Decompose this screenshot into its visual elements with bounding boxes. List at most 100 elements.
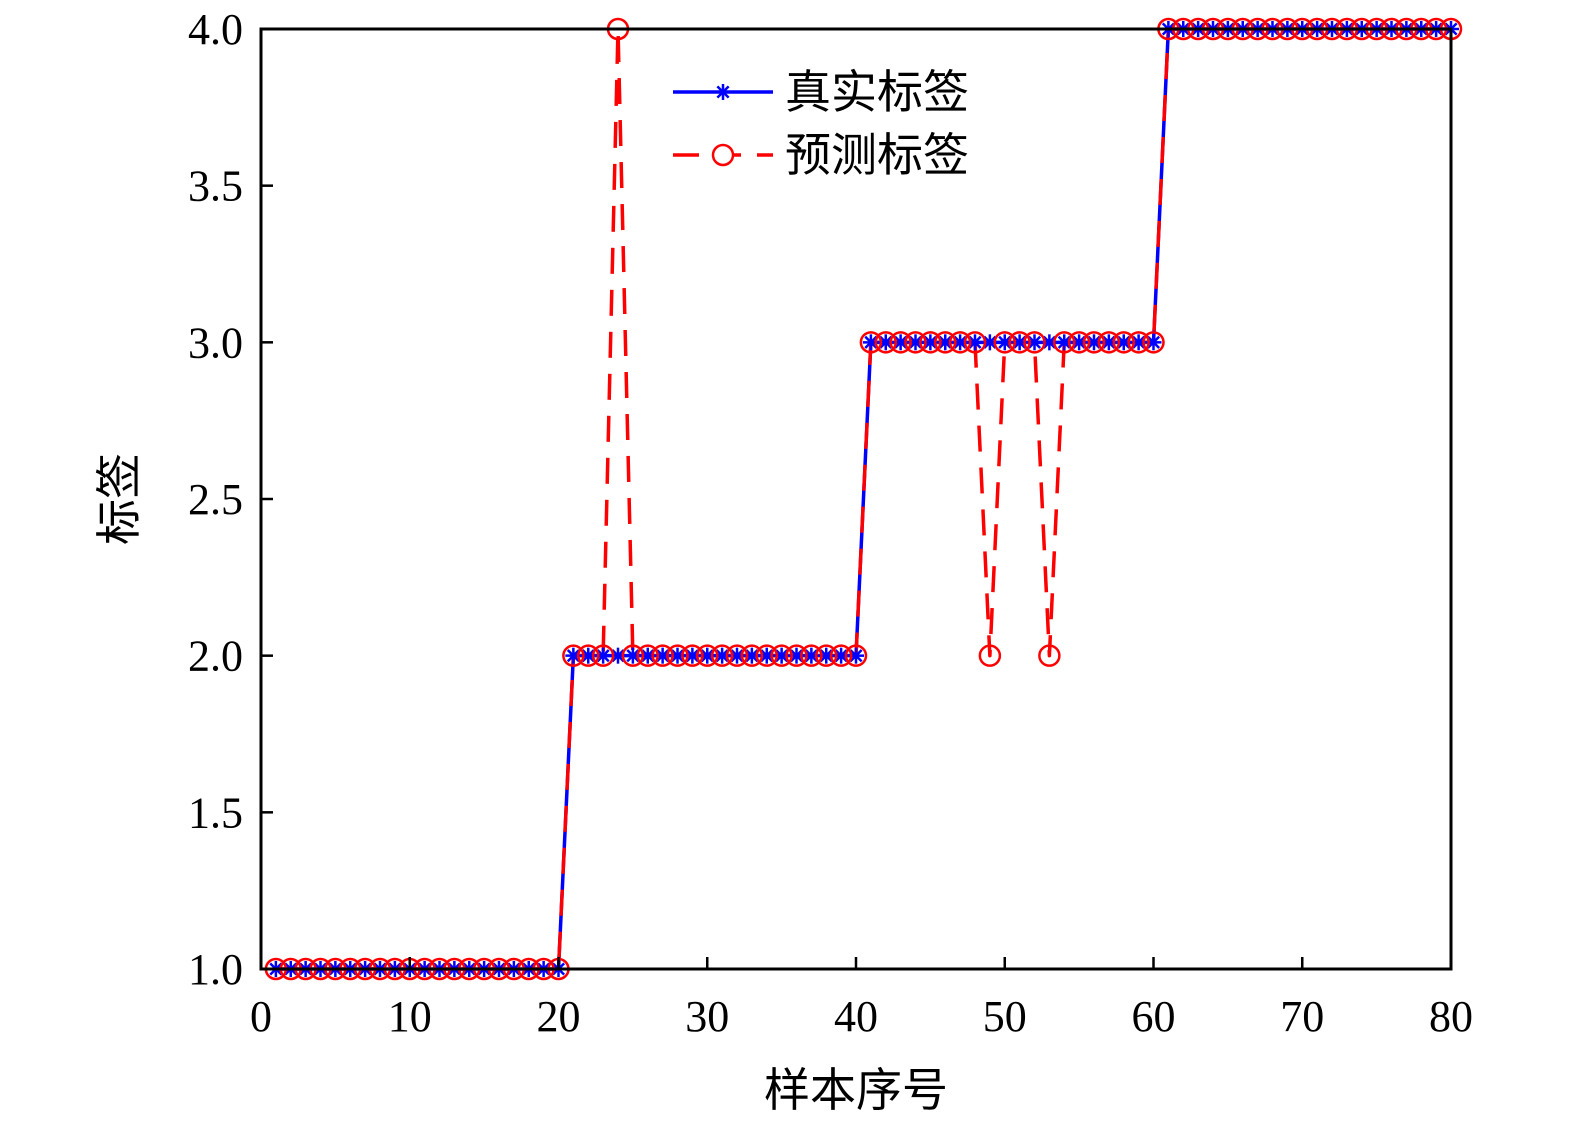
- legend-true-label: 真实标签: [785, 65, 969, 119]
- x-tick-label: 0: [250, 992, 272, 1041]
- asterisk-stroke: [938, 335, 952, 349]
- x-axis-title: 样本序号: [764, 1063, 948, 1117]
- y-tick-label: 1.0: [188, 945, 243, 994]
- predicted-label-point: [591, 644, 615, 667]
- predicted-label-point: [636, 644, 659, 667]
- predicted-label-point: [1082, 331, 1106, 354]
- y-tick-label: 2.5: [188, 475, 243, 524]
- asterisk-stroke: [968, 335, 982, 349]
- asterisk-stroke: [730, 649, 744, 663]
- asterisk-stroke: [745, 649, 759, 663]
- x-tick-label: 20: [537, 992, 581, 1041]
- predicted-label-point: [948, 331, 972, 354]
- predicted-label-point: [815, 644, 838, 667]
- asterisk-stroke: [775, 649, 789, 663]
- asterisk-stroke: [998, 335, 1012, 349]
- asterisk-stroke: [611, 649, 625, 663]
- predicted-label-point: [844, 644, 868, 667]
- y-tick-label: 3.0: [188, 318, 243, 367]
- asterisk-stroke: [656, 649, 670, 663]
- predicted-label-point: [740, 644, 764, 667]
- asterisk-stroke: [804, 649, 818, 663]
- asterisk-stroke: [1117, 335, 1131, 349]
- predicted-label-point: [696, 644, 719, 667]
- predicted-label-point: [889, 331, 912, 354]
- y-tick-label: 3.5: [188, 162, 243, 211]
- asterisk-stroke: [864, 335, 878, 349]
- predicted-label-point: [710, 644, 734, 667]
- predicted-label-point: [1097, 331, 1121, 354]
- axis-ticks: 0 10 20 30 40 50 60 70 80 1.0 1.5 2.0 2.5 3.0 3.5 4.0: [188, 5, 1473, 1041]
- predicted-label-point: [829, 644, 853, 667]
- asterisk-stroke: [626, 649, 640, 663]
- predicted-label-point: [1127, 331, 1150, 354]
- predicted-label-point: [1067, 331, 1091, 354]
- true-label-point: [595, 647, 612, 664]
- asterisk-stroke: [789, 649, 804, 663]
- asterisk-stroke: [1013, 335, 1027, 349]
- predicted-label-point: [993, 331, 1016, 354]
- x-tick-label: 80: [1429, 992, 1473, 1041]
- predicted-label-point: [934, 331, 957, 354]
- asterisk-stroke: [834, 649, 848, 663]
- predicted-label-point: [800, 644, 823, 667]
- predicted-label-point: [1112, 331, 1135, 354]
- predicted-label-point: [963, 331, 987, 354]
- predicted-label-point: [681, 644, 704, 667]
- predicted-label-point: [621, 644, 645, 667]
- predicted-label-point: [725, 644, 749, 667]
- asterisk-stroke: [1072, 335, 1086, 349]
- x-tick-label: 30: [685, 992, 729, 1041]
- predicted-label-point: [1008, 331, 1031, 354]
- asterisk-stroke: [983, 335, 997, 349]
- predicted-label-point: [651, 644, 674, 667]
- predicted-label-point: [859, 331, 883, 354]
- asterisk-stroke: [1146, 335, 1161, 349]
- asterisk-stroke: [700, 649, 714, 663]
- y-tick-label: 1.5: [188, 788, 243, 837]
- asterisk-stroke: [1132, 335, 1146, 349]
- asterisk-stroke: [581, 649, 595, 663]
- asterisk-stroke: [670, 649, 685, 663]
- predicted-label-point: [755, 644, 778, 667]
- predicted-label-point: [919, 331, 942, 354]
- asterisk-stroke: [819, 649, 833, 663]
- predicted-label-point: [577, 644, 600, 667]
- x-tick-label: 50: [983, 992, 1027, 1041]
- predicted-label-point: [666, 644, 689, 667]
- asterisk-stroke: [894, 335, 908, 349]
- legend-asterisk-marker: [715, 84, 731, 100]
- predicted-label-point: [1023, 331, 1046, 354]
- x-tick-label: 60: [1132, 992, 1176, 1041]
- predicted-label-point: [785, 644, 808, 667]
- predicted-label-point: [1142, 331, 1165, 354]
- asterisk-stroke: [1087, 335, 1101, 349]
- predicted-label-point: [1053, 331, 1076, 354]
- asterisk-stroke: [923, 335, 937, 349]
- asterisk-stroke: [953, 335, 967, 349]
- asterisk-stroke: [566, 649, 580, 663]
- asterisk-stroke: [1102, 335, 1116, 349]
- asterisk-stroke: [879, 335, 893, 349]
- x-tick-label: 40: [834, 992, 878, 1041]
- asterisk-stroke: [685, 649, 699, 663]
- asterisk-stroke: [1027, 335, 1042, 349]
- asterisk-stroke: [760, 649, 774, 663]
- legend-circle-marker: [711, 143, 735, 167]
- predicted-label-point: [770, 644, 793, 667]
- predicted-label-point: [874, 331, 897, 354]
- asterisk-stroke: [715, 649, 729, 663]
- predicted-label-point: [562, 644, 585, 667]
- legend-predicted-label: 预测标签: [785, 128, 969, 182]
- asterisk-stroke: [908, 335, 923, 349]
- predicted-label-point: [978, 644, 1002, 667]
- x-tick-label: 70: [1280, 992, 1324, 1041]
- y-axis-title: 标签: [92, 453, 146, 545]
- predicted-label-point: [1038, 644, 1061, 667]
- y-tick-label: 2.0: [188, 632, 243, 681]
- asterisk-stroke: [1057, 335, 1071, 349]
- asterisk-stroke: [716, 85, 730, 99]
- y-tick-label: 4.0: [188, 5, 243, 54]
